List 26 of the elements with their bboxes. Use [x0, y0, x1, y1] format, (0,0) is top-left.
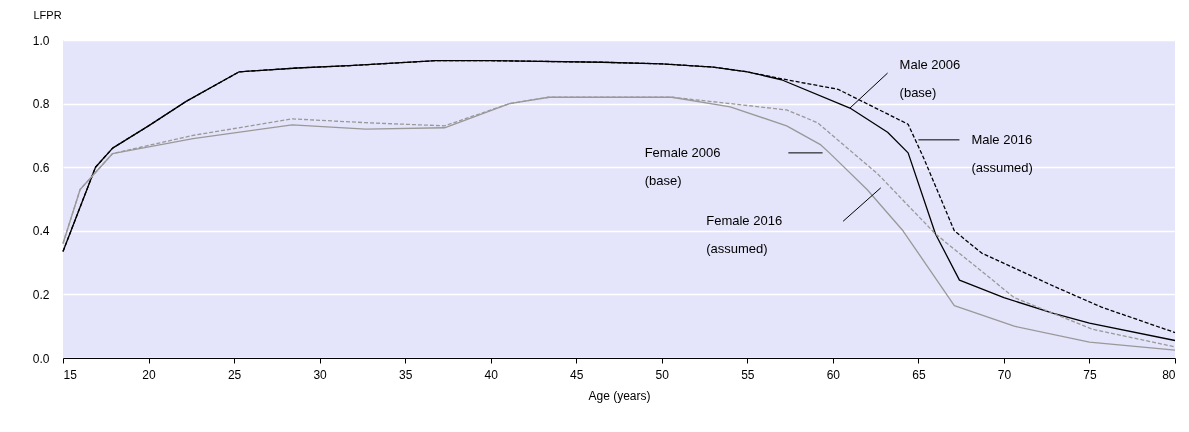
y-tick-label: 0.4: [32, 224, 50, 239]
x-tick-label: 70: [997, 367, 1012, 382]
x-axis-title: Age (years): [588, 388, 651, 403]
x-tick-label: 35: [398, 367, 413, 382]
y-tick-label: 1.0: [32, 33, 50, 48]
y-tick-label: 0.8: [32, 97, 50, 112]
y-tick-label: 0.2: [32, 287, 50, 302]
x-tick-label: 75: [1083, 367, 1097, 382]
annotation: Female 2006 (base): [644, 144, 721, 188]
x-tick-label: 50: [655, 367, 670, 382]
annotation: Male 2006 (base): [899, 57, 961, 101]
y-axis-title: LFPR: [33, 8, 62, 21]
annotation: Female 2016 (assumed): [706, 213, 783, 257]
x-tick-label: 60: [826, 367, 841, 382]
x-tick-label: 45: [570, 367, 584, 382]
x-tick-label: 20: [142, 367, 157, 382]
x-tick-label: 30: [313, 367, 328, 382]
x-tick-label: 80: [1162, 367, 1176, 382]
y-tick-label: 0.0: [32, 351, 50, 366]
x-tick-label: 25: [227, 367, 242, 382]
x-tick-label: 40: [484, 367, 499, 382]
annotation: Male 2016 (assumed): [971, 131, 1033, 175]
y-tick-label: 0.6: [32, 160, 50, 175]
x-tick-label: 55: [741, 367, 755, 382]
x-tick-label: 65: [912, 367, 926, 382]
x-tick-label: 15: [63, 367, 78, 382]
